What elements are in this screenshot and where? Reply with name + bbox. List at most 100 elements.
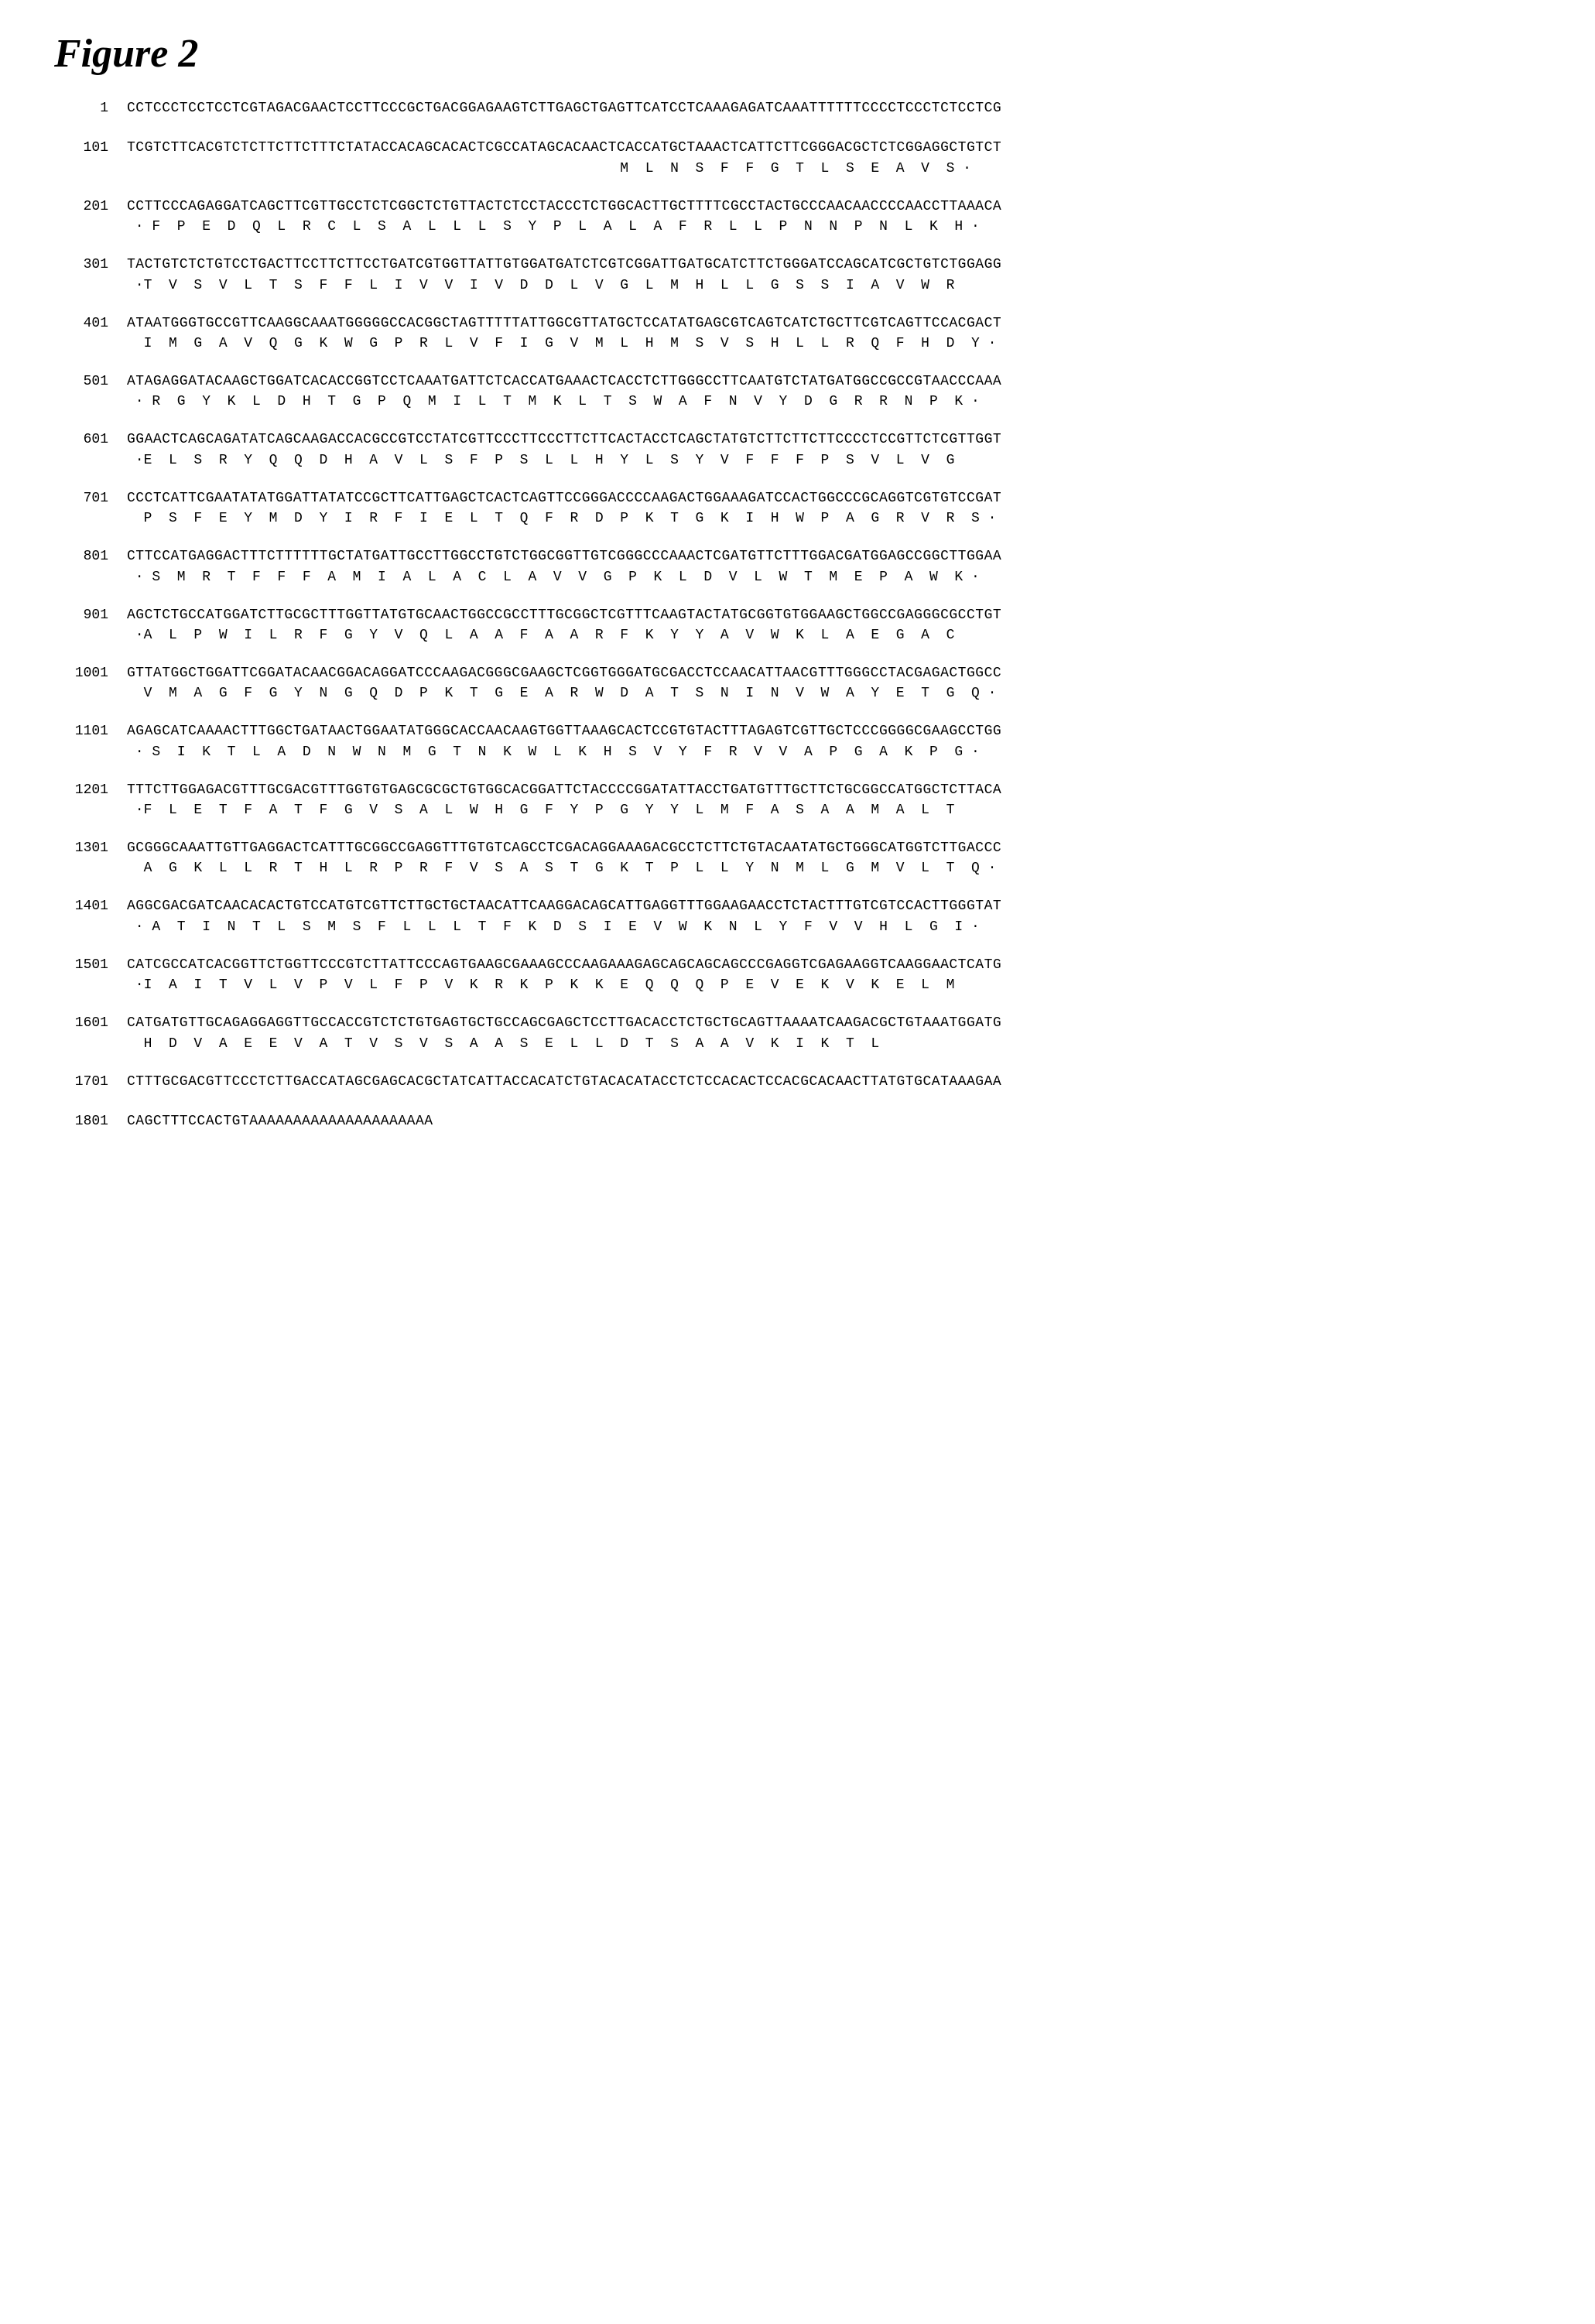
seq-block: 1401AGGCGACGATCAACACACTGTCCATGTCGTTCTTGC…	[46, 898, 1549, 934]
seq-block: 801CTTCCATGAGGACTTTCTTTTTTGCTATGATTGCCTT…	[46, 548, 1549, 584]
nucleotide-row: 1101AGAGCATCAAAACTTTGGCTGATAACTGGAATATGG…	[46, 723, 1549, 741]
nucleotide-row: 1601CATGATGTTGCAGAGGAGGTTGCCACCGTCTCTGTG…	[46, 1015, 1549, 1032]
amino-acid-sequence: · S M R T F F F A M I A L A C L A V V G …	[127, 570, 980, 585]
nucleotide-row: 1CCTCCCTCCTCCTCGTAGACGAACTCCTTCCCGCTGACG…	[46, 100, 1549, 118]
nucleotide-sequence: ATAGAGGATACAAGCTGGATCACACCGGTCCTCAAATGAT…	[127, 373, 1001, 391]
seq-block: 1201TTTCTTGGAGACGTTTGCGACGTTTGGTGTGAGCGC…	[46, 782, 1549, 818]
seq-block: 1001GTTATGGCTGGATTCGGATACAACGGACAGGATCCC…	[46, 665, 1549, 701]
amino-acid-sequence: · S I K T L A D N W N M G T N K W L K H …	[127, 744, 980, 760]
amino-acid-sequence: · A T I N T L S M S F L L L T F K D S I …	[127, 919, 980, 935]
nucleotide-row: 101TCGTCTTCACGTCTCTTCTTCTTTCTATACCACAGCA…	[46, 139, 1549, 157]
position-label: 1201	[46, 782, 127, 799]
seq-block: 501ATAGAGGATACAAGCTGGATCACACCGGTCCTCAAAT…	[46, 373, 1549, 409]
position-label: 1801	[46, 1113, 127, 1131]
amino-acid-sequence: ·A L P W I L R F G Y V Q L A A F A A R F…	[127, 628, 954, 643]
amino-acid-sequence: M L N S F F G T L S E A V S ·	[127, 161, 971, 176]
amino-acid-row: ·A L P W I L R F G Y V Q L A A F A A R F…	[46, 628, 1549, 643]
amino-acid-row: H D V A E E V A T V S V S A A S E L L D …	[46, 1036, 1549, 1052]
nucleotide-sequence: TCGTCTTCACGTCTCTTCTTCTTTCTATACCACAGCACAC…	[127, 139, 1001, 157]
amino-acid-sequence: V M A G F G Y N G Q D P K T G E A R W D …	[127, 686, 996, 701]
amino-acid-row: ·I A I T V L V P V L F P V K R K P K K E…	[46, 977, 1549, 993]
position-label: 101	[46, 139, 127, 157]
nucleotide-sequence: CCTTCCCAGAGGATCAGCTTCGTTGCCTCTCGGCTCTGTT…	[127, 198, 1001, 216]
amino-acid-row: V M A G F G Y N G Q D P K T G E A R W D …	[46, 686, 1549, 701]
position-label: 201	[46, 198, 127, 216]
nucleotide-row: 1701CTTTGCGACGTTCCCTCTTGACCATAGCGAGCACGC…	[46, 1073, 1549, 1091]
nucleotide-row: 1001GTTATGGCTGGATTCGGATACAACGGACAGGATCCC…	[46, 665, 1549, 683]
amino-acid-row: · F P E D Q L R C L S A L L L S Y P L A …	[46, 219, 1549, 234]
seq-block: 701CCCTCATTCGAATATATGGATTATATCCGCTTCATTG…	[46, 490, 1549, 526]
amino-acid-sequence: I M G A V Q G K W G P R L V F I G V M L …	[127, 336, 996, 351]
amino-acid-sequence: ·F L E T F A T F G V S A L W H G F Y P G…	[127, 803, 954, 818]
seq-block: 201CCTTCCCAGAGGATCAGCTTCGTTGCCTCTCGGCTCT…	[46, 198, 1549, 234]
nucleotide-sequence: AGAGCATCAAAACTTTGGCTGATAACTGGAATATGGGCAC…	[127, 723, 1001, 741]
nucleotide-sequence: CATCGCCATCACGGTTCTGGTTCCCGTCTTATTCCCAGTG…	[127, 957, 1001, 974]
nucleotide-row: 901AGCTCTGCCATGGATCTTGCGCTTTGGTTATGTGCAA…	[46, 607, 1549, 625]
nucleotide-sequence: CATGATGTTGCAGAGGAGGTTGCCACCGTCTCTGTGAGTG…	[127, 1015, 1001, 1032]
nucleotide-sequence: ATAATGGGTGCCGTTCAAGGCAAATGGGGGCCACGGCTAG…	[127, 315, 1001, 333]
position-label: 601	[46, 431, 127, 449]
amino-acid-row: M L N S F F G T L S E A V S ·	[46, 161, 1549, 176]
seq-block: 401ATAATGGGTGCCGTTCAAGGCAAATGGGGGCCACGGC…	[46, 315, 1549, 351]
amino-acid-row: · S I K T L A D N W N M G T N K W L K H …	[46, 744, 1549, 760]
amino-acid-sequence: · F P E D Q L R C L S A L L L S Y P L A …	[127, 219, 980, 234]
amino-acid-row: P S F E Y M D Y I R F I E L T Q F R D P …	[46, 511, 1549, 526]
position-label: 1001	[46, 665, 127, 683]
amino-acid-row: ·T V S V L T S F F L I V V I V D D L V G…	[46, 278, 1549, 293]
amino-acid-row: · S M R T F F F A M I A L A C L A V V G …	[46, 570, 1549, 585]
seq-block: 301TACTGTCTCTGTCCTGACTTCCTTCTTCCTGATCGTG…	[46, 256, 1549, 293]
nucleotide-row: 701CCCTCATTCGAATATATGGATTATATCCGCTTCATTG…	[46, 490, 1549, 508]
seq-block: 1501CATCGCCATCACGGTTCTGGTTCCCGTCTTATTCCC…	[46, 957, 1549, 993]
position-label: 1101	[46, 723, 127, 741]
amino-acid-sequence: ·E L S R Y Q Q D H A V L S F P S L L H Y…	[127, 453, 954, 468]
position-label: 701	[46, 490, 127, 508]
nucleotide-row: 1801CAGCTTTCCACTGTAAAAAAAAAAAAAAAAAAAAA	[46, 1113, 1549, 1131]
nucleotide-sequence: AGGCGACGATCAACACACTGTCCATGTCGTTCTTGCTGCT…	[127, 898, 1001, 916]
position-label: 901	[46, 607, 127, 625]
amino-acid-row: ·F L E T F A T F G V S A L W H G F Y P G…	[46, 803, 1549, 818]
nucleotide-row: 1201TTTCTTGGAGACGTTTGCGACGTTTGGTGTGAGCGC…	[46, 782, 1549, 799]
position-label: 1301	[46, 840, 127, 857]
nucleotide-row: 1401AGGCGACGATCAACACACTGTCCATGTCGTTCTTGC…	[46, 898, 1549, 916]
nucleotide-row: 1301GCGGGCAAATTGTTGAGGACTCATTTGCGGCCGAGG…	[46, 840, 1549, 857]
amino-acid-row: I M G A V Q G K W G P R L V F I G V M L …	[46, 336, 1549, 351]
seq-block: 1701CTTTGCGACGTTCCCTCTTGACCATAGCGAGCACGC…	[46, 1073, 1549, 1091]
nucleotide-sequence: CTTTGCGACGTTCCCTCTTGACCATAGCGAGCACGCTATC…	[127, 1073, 1001, 1091]
nucleotide-row: 301TACTGTCTCTGTCCTGACTTCCTTCTTCCTGATCGTG…	[46, 256, 1549, 274]
position-label: 1501	[46, 957, 127, 974]
figure-title: Figure 2	[54, 31, 1549, 77]
amino-acid-row: ·E L S R Y Q Q D H A V L S F P S L L H Y…	[46, 453, 1549, 468]
amino-acid-row: · R G Y K L D H T G P Q M I L T M K L T …	[46, 394, 1549, 409]
nucleotide-sequence: AGCTCTGCCATGGATCTTGCGCTTTGGTTATGTGCAACTG…	[127, 607, 1001, 625]
amino-acid-sequence: ·T V S V L T S F F L I V V I V D D L V G…	[127, 278, 954, 293]
nucleotide-sequence: GCGGGCAAATTGTTGAGGACTCATTTGCGGCCGAGGTTTG…	[127, 840, 1001, 857]
nucleotide-sequence: GGAACTCAGCAGATATCAGCAAGACCACGCCGTCCTATCG…	[127, 431, 1001, 449]
nucleotide-row: 801CTTCCATGAGGACTTTCTTTTTTGCTATGATTGCCTT…	[46, 548, 1549, 566]
seq-block: 1301GCGGGCAAATTGTTGAGGACTCATTTGCGGCCGAGG…	[46, 840, 1549, 876]
nucleotide-sequence: GTTATGGCTGGATTCGGATACAACGGACAGGATCCCAAGA…	[127, 665, 1001, 683]
position-label: 301	[46, 256, 127, 274]
position-label: 1	[46, 100, 127, 118]
nucleotide-row: 1501CATCGCCATCACGGTTCTGGTTCCCGTCTTATTCCC…	[46, 957, 1549, 974]
amino-acid-sequence: ·I A I T V L V P V L F P V K R K P K K E…	[127, 977, 954, 993]
position-label: 1701	[46, 1073, 127, 1091]
seq-block: 1101AGAGCATCAAAACTTTGGCTGATAACTGGAATATGG…	[46, 723, 1549, 759]
seq-block: 1CCTCCCTCCTCCTCGTAGACGAACTCCTTCCCGCTGACG…	[46, 100, 1549, 118]
nucleotide-row: 601GGAACTCAGCAGATATCAGCAAGACCACGCCGTCCTA…	[46, 431, 1549, 449]
nucleotide-sequence: CAGCTTTCCACTGTAAAAAAAAAAAAAAAAAAAAA	[127, 1113, 433, 1131]
amino-acid-row: · A T I N T L S M S F L L L T F K D S I …	[46, 919, 1549, 935]
position-label: 1401	[46, 898, 127, 916]
amino-acid-row: A G K L L R T H L R P R F V S A S T G K …	[46, 861, 1549, 876]
nucleotide-sequence: TACTGTCTCTGTCCTGACTTCCTTCTTCCTGATCGTGGTT…	[127, 256, 1001, 274]
position-label: 401	[46, 315, 127, 333]
position-label: 801	[46, 548, 127, 566]
sequence-listing: 1CCTCCCTCCTCCTCGTAGACGAACTCCTTCCCGCTGACG…	[46, 100, 1549, 1131]
amino-acid-sequence: P S F E Y M D Y I R F I E L T Q F R D P …	[127, 511, 996, 526]
position-label: 501	[46, 373, 127, 391]
seq-block: 601GGAACTCAGCAGATATCAGCAAGACCACGCCGTCCTA…	[46, 431, 1549, 467]
nucleotide-sequence: CCTCCCTCCTCCTCGTAGACGAACTCCTTCCCGCTGACGG…	[127, 100, 1001, 118]
amino-acid-sequence: A G K L L R T H L R P R F V S A S T G K …	[127, 861, 996, 876]
seq-block: 1601CATGATGTTGCAGAGGAGGTTGCCACCGTCTCTGTG…	[46, 1015, 1549, 1051]
nucleotide-row: 501ATAGAGGATACAAGCTGGATCACACCGGTCCTCAAAT…	[46, 373, 1549, 391]
nucleotide-sequence: TTTCTTGGAGACGTTTGCGACGTTTGGTGTGAGCGCGCTG…	[127, 782, 1001, 799]
